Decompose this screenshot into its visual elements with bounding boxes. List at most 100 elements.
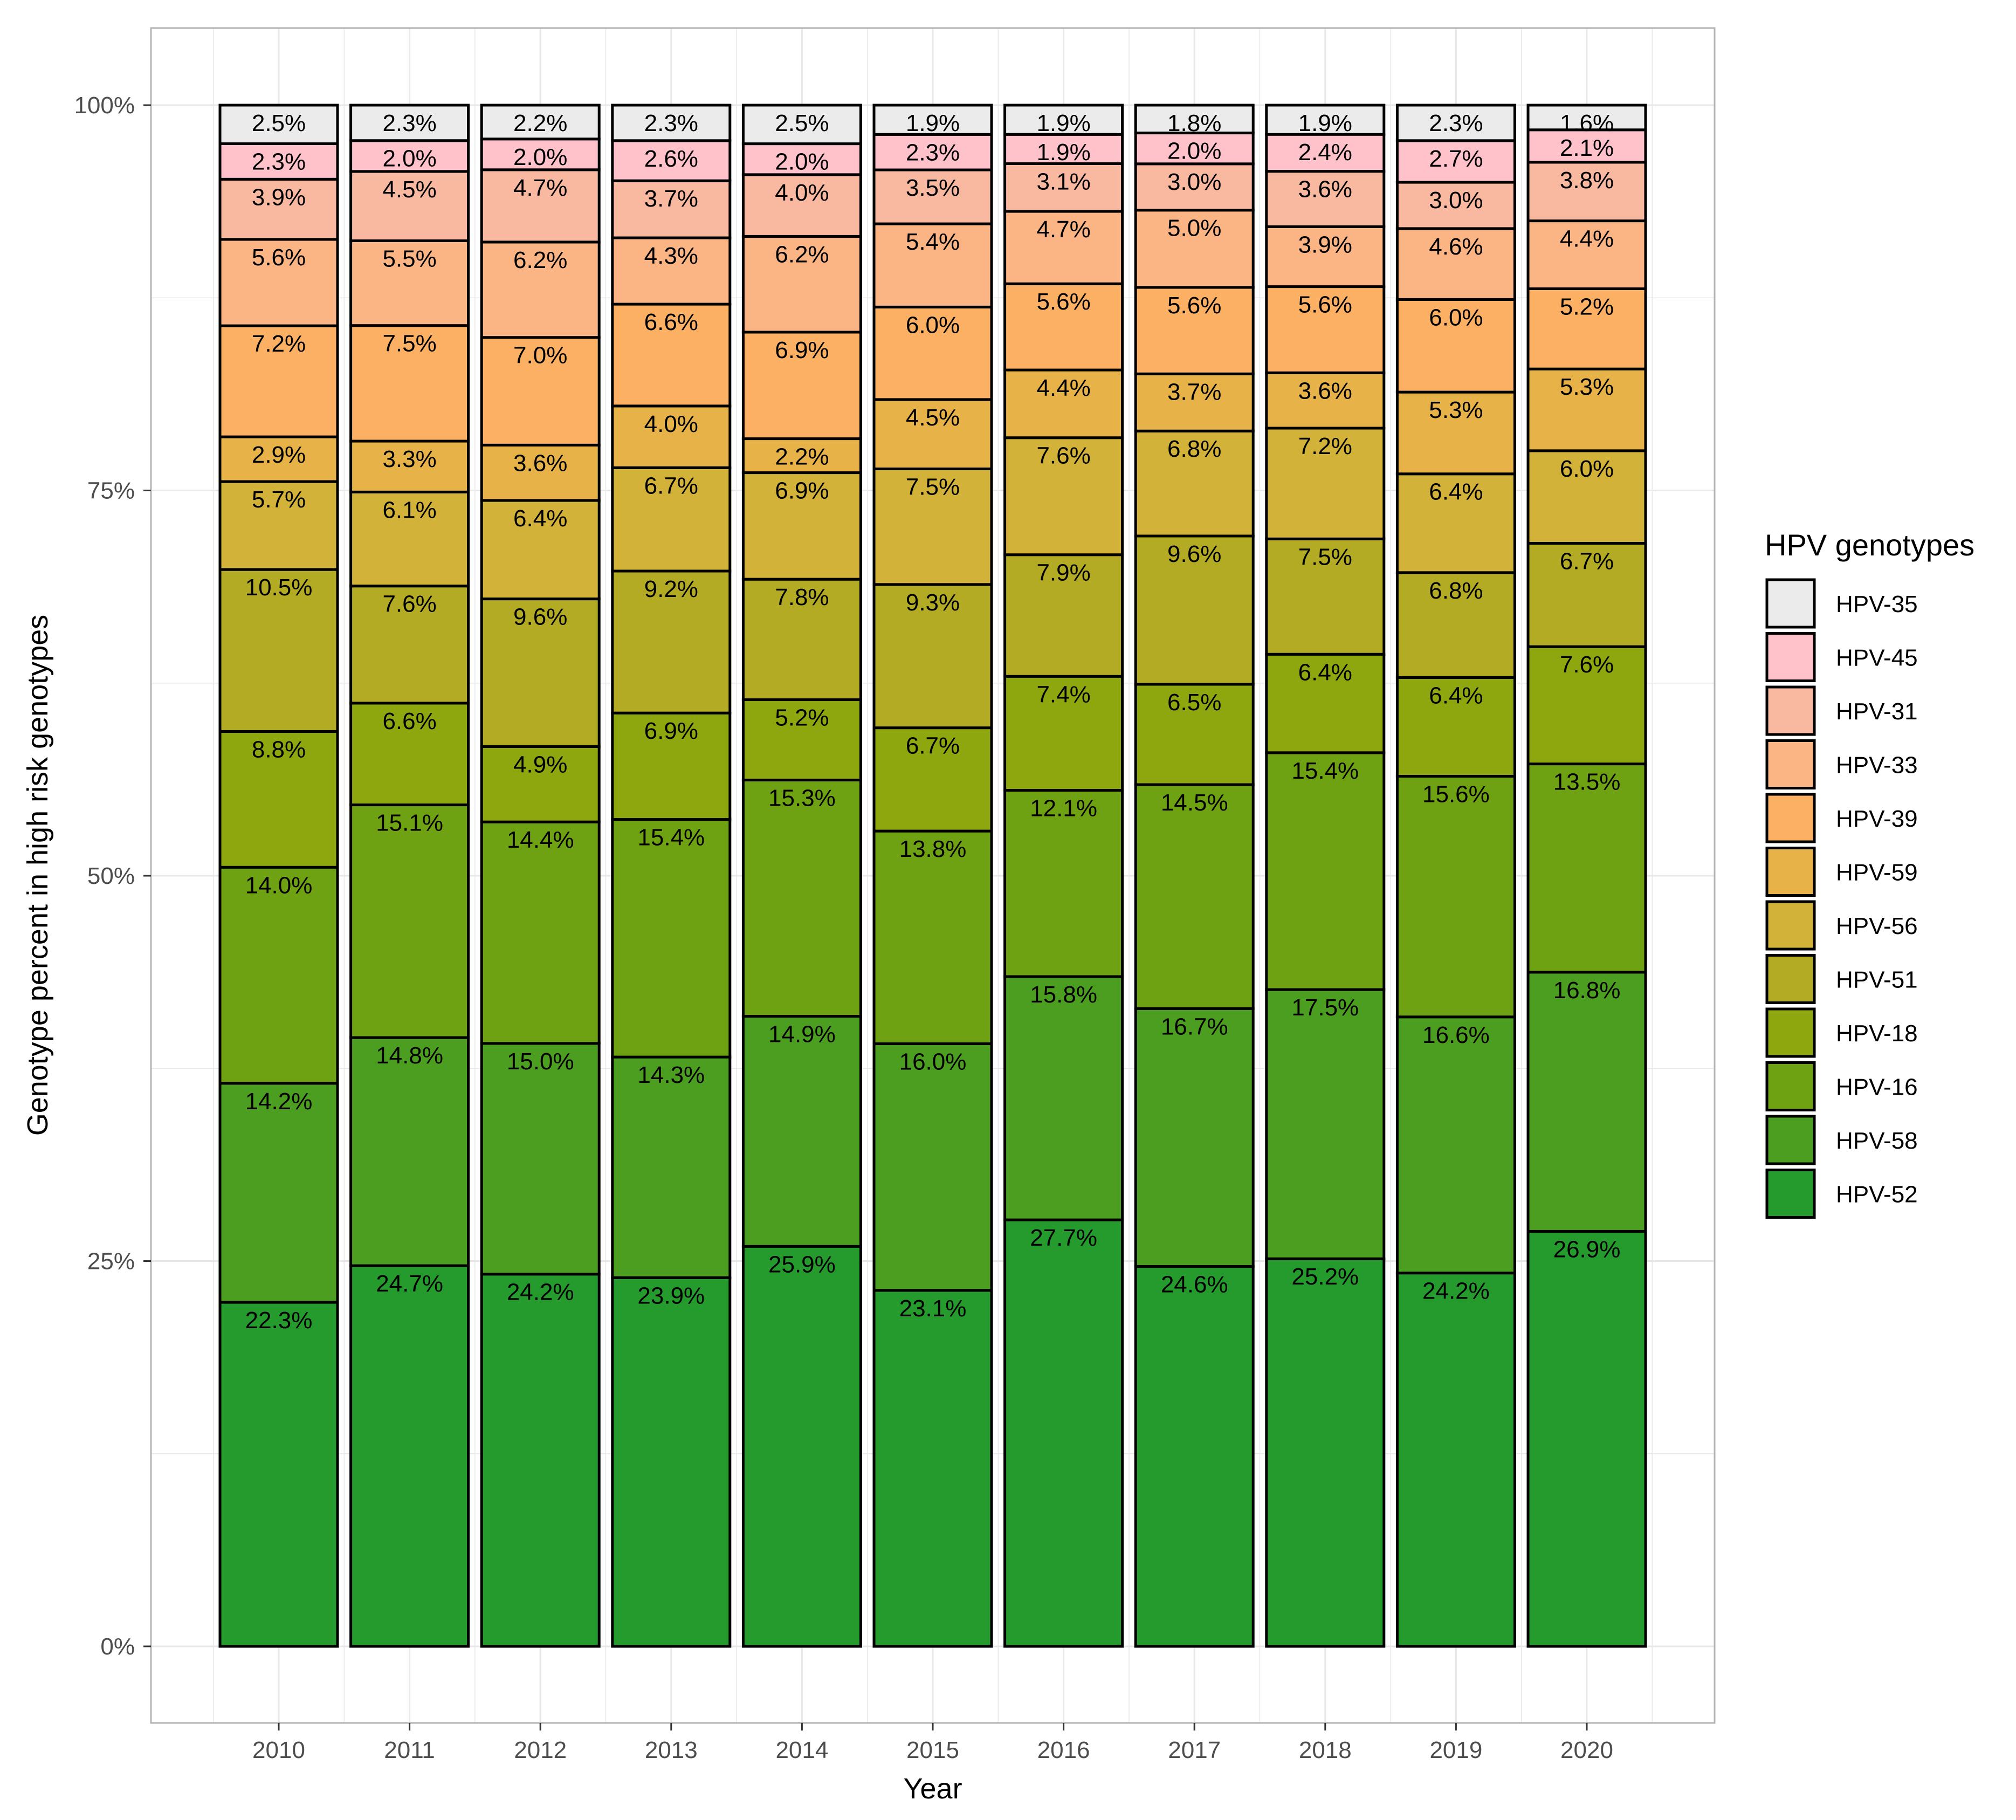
legend-key [1765, 1115, 1816, 1165]
bar-value-label: 16.8% [1553, 977, 1621, 1004]
bar-value-label: 2.9% [252, 442, 306, 468]
bar-value-label: 2.3% [906, 139, 960, 166]
bars [218, 104, 1647, 1648]
bar-segment [1526, 971, 1647, 1233]
bar-value-label: 15.1% [376, 810, 443, 836]
bar-segment [1003, 368, 1124, 439]
bar-value-label: 2.0% [1167, 138, 1221, 164]
legend-item-label: HPV-59 [1836, 860, 1918, 886]
bar-segment [872, 398, 993, 470]
legend-key [1765, 685, 1816, 736]
bar-value-label: 7.6% [382, 591, 436, 617]
bar-value-label: 2.2% [775, 444, 829, 470]
bar-segment [1134, 429, 1255, 538]
bar-value-label: 2.0% [775, 149, 829, 175]
bar-segment [741, 331, 862, 441]
x-tick-label: 2019 [1429, 1737, 1482, 1763]
bar-value-label: 2.2% [513, 110, 567, 136]
bar-value-label: 24.6% [1161, 1272, 1228, 1298]
bar-segment [1003, 104, 1124, 136]
bar-value-label: 14.2% [245, 1088, 313, 1115]
bar-value-label: 6.0% [1560, 456, 1614, 482]
bar-segment [1134, 783, 1255, 1010]
bar-value-label: 4.6% [1429, 233, 1483, 260]
legend-item-label: HPV-39 [1836, 806, 1918, 832]
bar-value-label: 7.6% [1036, 443, 1090, 469]
bar-value-label: 23.1% [899, 1295, 967, 1322]
legend-key [1765, 578, 1816, 629]
bar-segment [1265, 537, 1386, 656]
bar-value-label: 6.4% [1429, 682, 1483, 709]
bar-value-label: 14.9% [768, 1021, 836, 1048]
bar-segment [1395, 298, 1516, 394]
bar-segment [1395, 390, 1516, 476]
legend-key [1765, 739, 1816, 789]
bar-value-label: 1.6% [1560, 110, 1614, 136]
x-tick-label: 2011 [384, 1737, 435, 1763]
bar-segment [872, 222, 993, 308]
bar-value-label: 10.5% [245, 574, 313, 601]
bar-segment [1134, 1265, 1255, 1648]
legend-key [1765, 632, 1816, 682]
bar-value-label: 7.2% [252, 331, 306, 357]
bar-value-label: 7.5% [1298, 544, 1352, 570]
bar-value-label: 6.0% [906, 312, 960, 338]
bar-segment [872, 168, 993, 225]
bar-segment [480, 820, 601, 1045]
x-axis: 2010 2011 2012 2013 2014 2015 2016 2017 2018 2019… [252, 1723, 1613, 1763]
bar-value-label: 5.7% [252, 486, 306, 513]
bar-segment [741, 698, 862, 781]
bar-segment [611, 1276, 732, 1648]
bar-value-label: 5.3% [1560, 374, 1614, 400]
bar-segment [741, 578, 862, 702]
bar-segment [741, 104, 862, 146]
x-axis-title: Year [903, 1773, 962, 1805]
bar-value-label: 2.3% [644, 110, 698, 136]
bar-segment [1395, 227, 1516, 301]
bar-segment [1526, 219, 1647, 290]
bar-value-label: 4.3% [644, 243, 698, 269]
bar-value-label: 27.7% [1030, 1225, 1097, 1251]
legend-item-label: HPV-45 [1836, 645, 1918, 671]
bar-segment [349, 104, 470, 142]
legend-title: HPV genotypes [1765, 528, 1974, 562]
bar-segment [480, 443, 601, 502]
bar-value-label: 16.7% [1161, 1013, 1228, 1040]
bar-segment [1265, 427, 1386, 540]
legend-item-label: HPV-52 [1836, 1182, 1918, 1208]
y-tick-label: 100% [74, 92, 135, 119]
bar-value-label: 9.2% [644, 576, 698, 602]
bar-segment [1003, 133, 1124, 165]
x-tick-label: 2013 [645, 1737, 698, 1763]
bar-value-label: 3.6% [1298, 176, 1352, 203]
bar-segment [611, 303, 732, 408]
bar-segment [611, 104, 732, 142]
bar-value-label: 16.0% [899, 1049, 967, 1075]
bar-segment [1395, 472, 1516, 574]
bar-value-label: 2.1% [1560, 135, 1614, 161]
bar-value-label: 1.9% [1298, 110, 1352, 136]
bar-segment [480, 241, 601, 339]
bar-segment [1265, 653, 1386, 754]
bar-segment [611, 818, 732, 1059]
bar-value-label: 7.2% [1298, 433, 1352, 459]
bar-segment [1003, 975, 1124, 1221]
bar-value-label: 2.0% [513, 144, 567, 170]
bar-value-label: 5.6% [252, 244, 306, 271]
bar-value-label: 8.8% [252, 737, 306, 763]
bar-value-label: 23.9% [637, 1282, 705, 1309]
bar-value-label: 14.0% [245, 872, 313, 898]
bar-value-label: 4.5% [382, 176, 436, 203]
bar-segment [872, 583, 993, 730]
bar-value-label: 2.4% [1298, 139, 1352, 166]
bar-segment [218, 435, 339, 483]
legend-key [1765, 1007, 1816, 1058]
bar-value-label: 6.5% [1167, 689, 1221, 716]
bar-value-label: 7.6% [1560, 651, 1614, 678]
legend-key [1765, 793, 1816, 843]
bar-segment [349, 702, 470, 807]
bar-segment [349, 439, 470, 493]
bar-value-label: 9.6% [513, 604, 567, 630]
bar-value-label: 14.4% [507, 827, 574, 853]
